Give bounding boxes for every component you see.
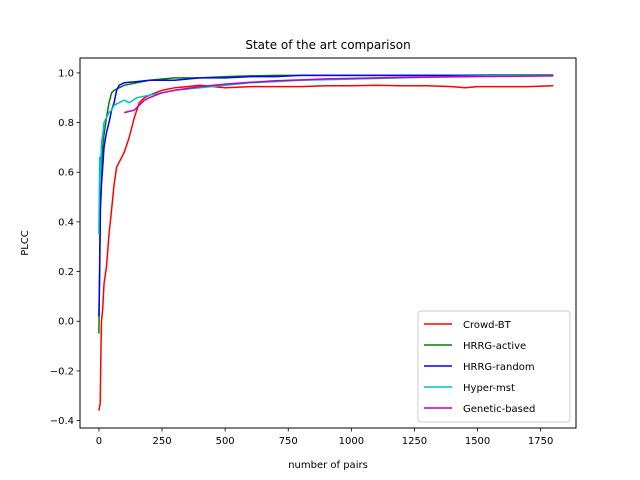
y-tick-label: 0.8	[58, 118, 74, 129]
series-line-0	[98, 84, 554, 411]
y-tick-label: 1.0	[58, 68, 74, 79]
legend-label-0: Crowd-BT	[463, 320, 512, 331]
series-line-2	[98, 74, 554, 317]
x-tick-label: 1500	[465, 436, 490, 447]
x-axis-label: number of pairs	[288, 460, 368, 471]
x-tick-label: 1000	[339, 436, 364, 447]
x-tick-label: 750	[279, 436, 298, 447]
plot-frame	[79, 57, 577, 429]
legend-label-3: Hyper-mst	[463, 383, 515, 394]
x-tick-label: 250	[152, 436, 171, 447]
x-tick-label: 1250	[402, 436, 427, 447]
x-tick-label: 500	[216, 436, 235, 447]
x-tick-label: 0	[96, 436, 102, 447]
x-axis: 0 250 500 750 1000 1250 1500 1750	[96, 428, 553, 447]
y-tick-label: −0.2	[50, 366, 74, 377]
legend: Crowd-BT HRRG-active HRRG-random Hyper-mst G…	[417, 310, 571, 423]
y-tick-label: 0.0	[58, 317, 74, 328]
x-tick-label: 1750	[528, 436, 553, 447]
series-line-4	[124, 75, 554, 114]
chart-title: State of the art comparison	[245, 38, 410, 52]
plot-lines	[98, 74, 554, 411]
y-tick-label: 0.6	[58, 168, 74, 179]
legend-box	[417, 310, 571, 423]
legend-label-4: Genetic-based	[463, 404, 535, 415]
y-tick-label: 0.4	[58, 217, 74, 228]
legend-label-2: HRRG-random	[463, 362, 535, 373]
series-line-3	[98, 74, 554, 235]
y-axis: −0.4 −0.2 0.0 0.2 0.4 0.6 0.8 1.0	[50, 68, 80, 427]
legend-label-1: HRRG-active	[463, 341, 526, 352]
y-tick-label: 0.2	[58, 267, 74, 278]
y-tick-label: −0.4	[50, 416, 74, 427]
y-axis-label: PLCC	[20, 230, 31, 256]
